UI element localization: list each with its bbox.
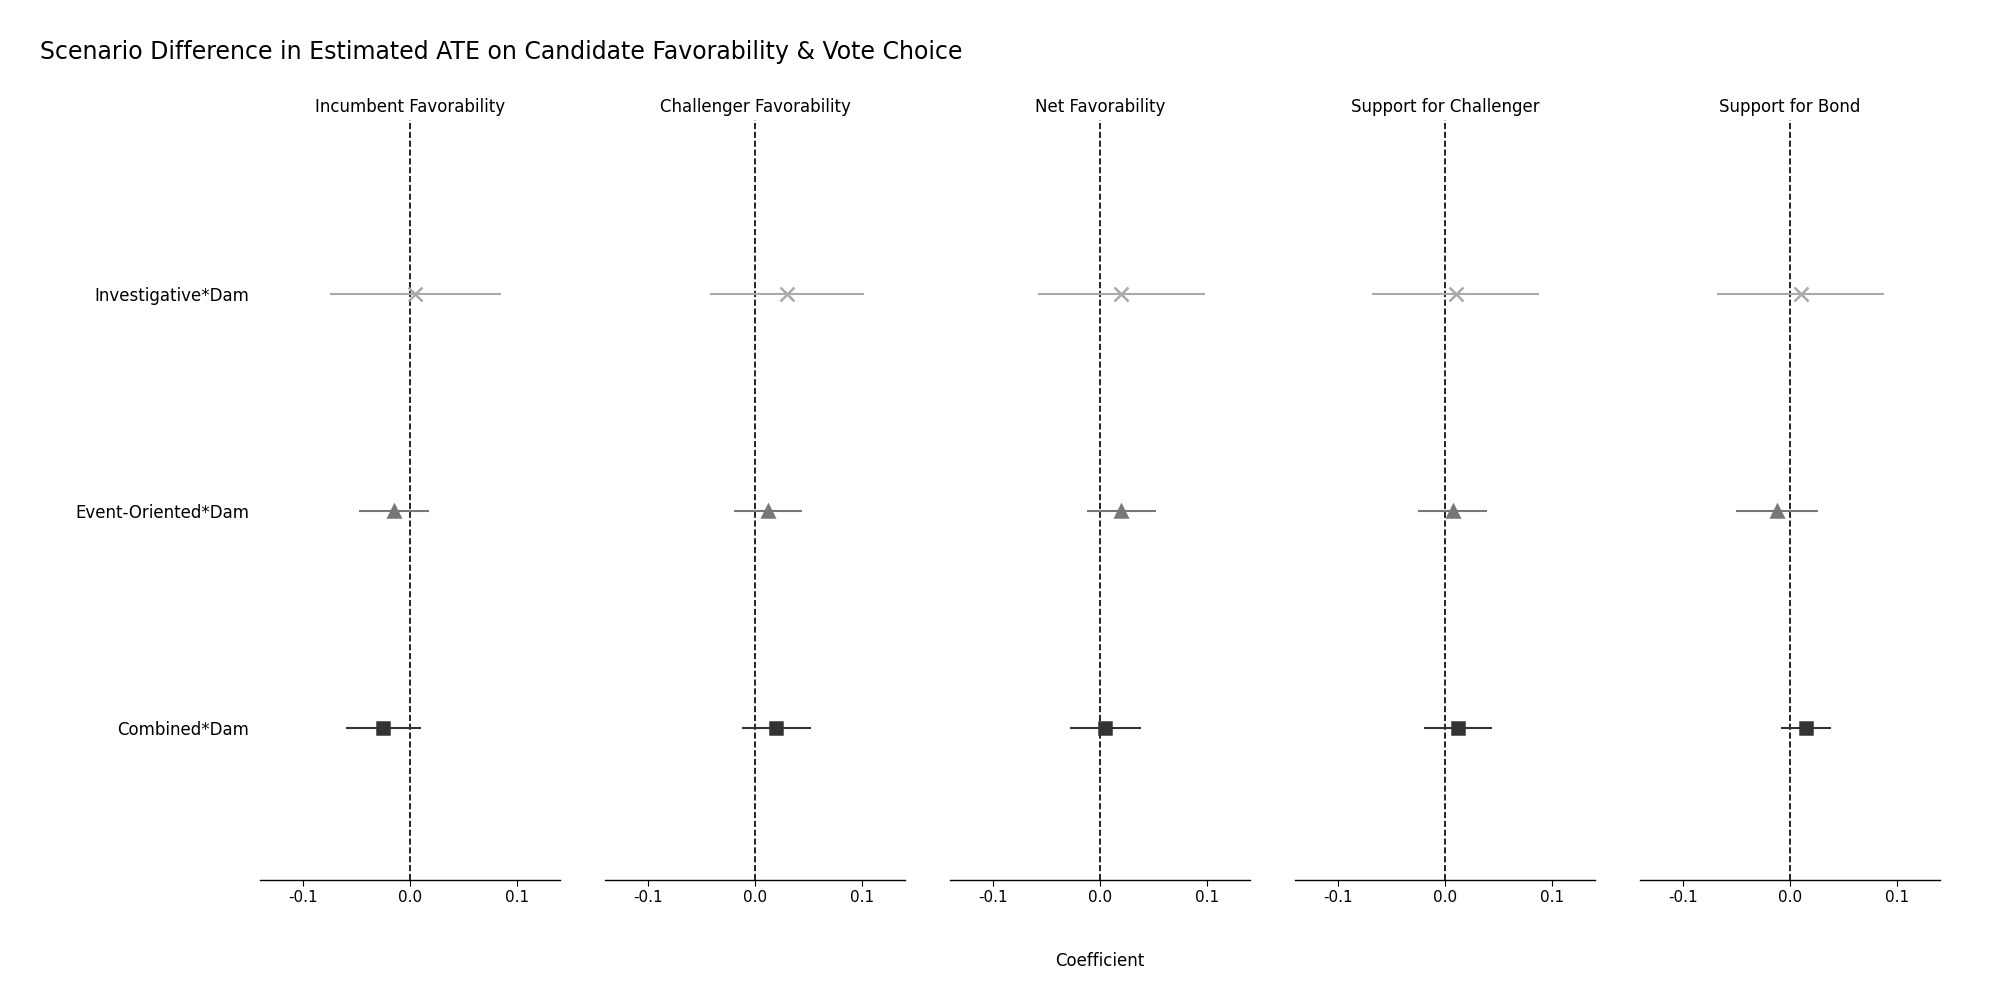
Title: Incumbent Favorability: Incumbent Favorability (314, 98, 506, 116)
Title: Challenger Favorability: Challenger Favorability (660, 98, 850, 116)
Title: Support for Challenger: Support for Challenger (1350, 98, 1540, 116)
Text: Coefficient: Coefficient (1056, 952, 1144, 970)
Text: Scenario Difference in Estimated ATE on Candidate Favorability & Vote Choice: Scenario Difference in Estimated ATE on … (40, 40, 962, 64)
Title: Support for Bond: Support for Bond (1720, 98, 1860, 116)
Title: Net Favorability: Net Favorability (1034, 98, 1166, 116)
